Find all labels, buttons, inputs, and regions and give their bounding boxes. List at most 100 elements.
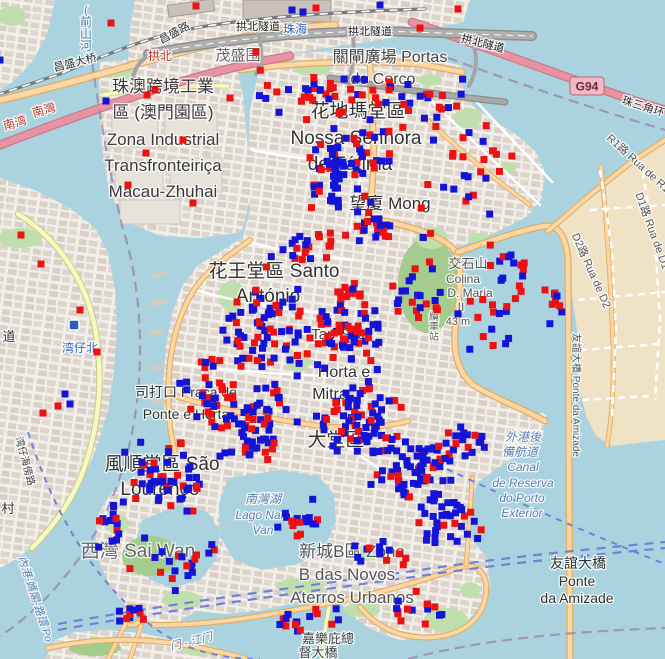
data-marker-red (354, 427, 362, 435)
data-marker-red (337, 295, 345, 303)
data-marker-blue (241, 424, 248, 432)
data-marker-red (176, 439, 184, 447)
data-marker-blue (369, 449, 377, 457)
data-marker-red (252, 48, 260, 56)
elevated-roads (130, 26, 537, 106)
data-marker-blue (249, 408, 257, 416)
data-marker-blue (262, 94, 270, 102)
data-marker-red (298, 256, 306, 264)
data-marker-blue (465, 193, 473, 201)
data-marker-blue (453, 537, 461, 545)
data-marker-blue (398, 453, 406, 461)
data-marker-blue (312, 146, 320, 154)
data-marker-blue (252, 426, 259, 434)
data-marker-red (126, 565, 134, 573)
data-marker-red (373, 471, 381, 479)
data-marker-red (241, 443, 249, 451)
data-marker-blue (210, 402, 218, 410)
data-marker-red (515, 282, 523, 290)
data-marker-blue (240, 409, 248, 416)
data-marker-red (261, 448, 269, 456)
data-marker-blue (340, 171, 348, 179)
data-marker-blue (404, 81, 412, 88)
data-marker-blue (375, 215, 383, 223)
data-marker-red (386, 78, 393, 86)
data-marker-blue (460, 172, 468, 180)
data-marker-blue (499, 274, 507, 282)
data-marker-red (174, 471, 182, 479)
data-marker-blue (372, 233, 380, 241)
data-marker-blue (137, 438, 145, 446)
data-marker-blue (378, 467, 386, 475)
data-marker-red (39, 409, 47, 417)
data-marker-red (403, 605, 411, 613)
data-marker-blue (350, 338, 358, 346)
data-marker-red (330, 408, 338, 415)
data-marker-blue (249, 346, 257, 354)
map-label: de Reserva (492, 476, 554, 490)
data-marker-blue (452, 509, 459, 517)
data-marker-red (556, 302, 564, 310)
data-marker-blue (463, 431, 471, 439)
data-marker-blue (260, 435, 268, 443)
data-marker-blue (258, 354, 265, 362)
data-marker-blue (263, 405, 271, 413)
data-marker-blue (288, 295, 296, 303)
data-marker-blue (171, 567, 179, 575)
map-label: 湾仔北 (62, 340, 98, 355)
data-marker-blue (306, 613, 314, 620)
data-marker-red (229, 381, 237, 389)
data-marker-blue (374, 412, 382, 420)
map-label: 友誼大橋 (550, 555, 606, 571)
map-label: Canal (507, 460, 539, 474)
data-marker-blue (362, 424, 370, 431)
data-marker-red (293, 244, 301, 252)
data-marker-blue (421, 509, 429, 517)
data-marker-blue (164, 448, 172, 456)
data-marker-red (179, 136, 187, 144)
data-marker-blue (248, 438, 256, 446)
data-marker-blue (457, 522, 465, 530)
map-label: 道 (2, 329, 15, 344)
data-marker-red (316, 314, 324, 322)
data-marker-blue (282, 406, 290, 414)
data-marker-red (408, 298, 416, 306)
data-marker-blue (331, 168, 339, 176)
data-marker-blue (320, 426, 328, 434)
data-marker-red (391, 397, 399, 405)
data-marker-blue (193, 413, 201, 421)
data-marker-blue (276, 621, 284, 628)
data-marker-blue (331, 179, 339, 187)
data-marker-blue (66, 400, 74, 408)
data-marker-red (191, 555, 199, 563)
map-label: 43 m (446, 316, 470, 328)
data-marker-blue (266, 420, 274, 428)
data-marker-red (112, 515, 120, 522)
data-marker-red (124, 181, 132, 189)
data-marker-blue (356, 145, 364, 153)
data-marker-red (201, 374, 209, 382)
data-marker-red (459, 134, 467, 142)
data-marker-red (264, 415, 272, 422)
map-label: 友誼大橋 Ponte da Amizade (570, 333, 583, 457)
map-label: 拱北隧道 (236, 19, 280, 33)
land-zona-a (548, 138, 665, 446)
data-marker-blue (257, 416, 265, 424)
data-marker-red (361, 301, 369, 309)
data-marker-red (435, 442, 443, 450)
data-marker-blue (341, 308, 349, 316)
data-marker-blue (225, 314, 233, 322)
data-marker-red (326, 85, 334, 93)
data-marker-blue (121, 448, 129, 456)
data-marker-red (346, 435, 354, 443)
data-marker-red (193, 482, 200, 490)
data-marker-blue (408, 273, 416, 281)
data-marker-red (179, 482, 187, 490)
data-marker-blue (354, 91, 362, 98)
data-marker-red (237, 362, 245, 370)
data-marker-blue (311, 190, 319, 198)
data-marker-red (508, 152, 516, 160)
data-marker-red (192, 2, 200, 10)
data-marker-blue (243, 404, 251, 412)
